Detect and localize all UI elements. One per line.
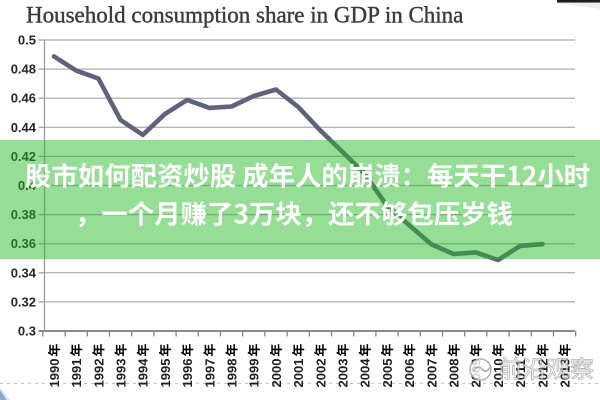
svg-text:1993: 1993 (114, 359, 129, 388)
svg-text:0.32: 0.32 (11, 294, 36, 309)
svg-text:2003: 2003 (336, 359, 351, 388)
svg-text:2007: 2007 (424, 359, 439, 388)
svg-text:0.36: 0.36 (11, 236, 36, 251)
svg-text:2006: 2006 (402, 359, 417, 388)
svg-text:0.5: 0.5 (18, 33, 36, 48)
svg-text:1995: 1995 (158, 359, 173, 388)
svg-text:2004: 2004 (358, 358, 373, 388)
svg-text:2005: 2005 (380, 359, 395, 388)
svg-text:2011: 2011 (513, 359, 528, 387)
svg-text:0.48: 0.48 (11, 62, 36, 77)
svg-text:1998: 1998 (225, 359, 240, 388)
svg-text:Household consumption share in: Household consumption share in GDP in Ch… (26, 3, 463, 28)
svg-text:2001: 2001 (291, 359, 306, 388)
svg-text:1991: 1991 (69, 359, 84, 388)
svg-text:2002: 2002 (313, 359, 328, 388)
svg-text:0.46: 0.46 (11, 91, 36, 106)
svg-text:0.44: 0.44 (11, 120, 37, 135)
svg-text:1997: 1997 (202, 359, 217, 388)
svg-text:2008: 2008 (447, 359, 462, 388)
svg-text:1990: 1990 (47, 359, 62, 388)
svg-text:1999: 1999 (247, 359, 262, 388)
svg-text:1996: 1996 (180, 359, 195, 388)
svg-text:0.38: 0.38 (11, 207, 36, 222)
svg-text:2000: 2000 (269, 359, 284, 388)
svg-text:0.42: 0.42 (11, 149, 36, 164)
svg-text:1992: 1992 (91, 359, 106, 388)
svg-text:0.34: 0.34 (11, 265, 37, 280)
svg-text:0.3: 0.3 (18, 324, 36, 339)
svg-text:1994: 1994 (136, 358, 151, 388)
